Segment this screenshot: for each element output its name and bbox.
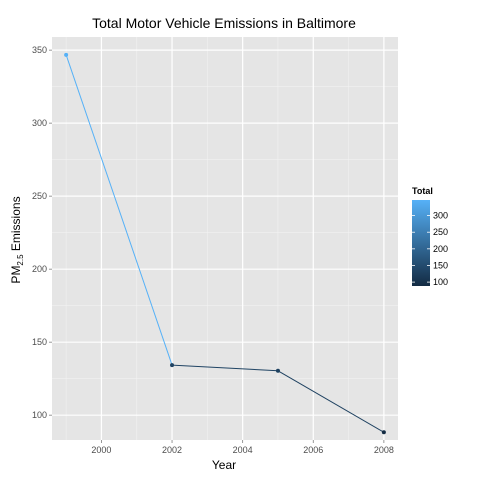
y-tick-label: 350 xyxy=(32,45,47,55)
y-tick-label: 300 xyxy=(32,118,47,128)
legend-tick-label: 100 xyxy=(433,277,448,287)
data-point xyxy=(275,368,280,373)
legend-tick-label: 200 xyxy=(433,244,448,254)
data-point xyxy=(381,430,386,435)
color-legend: Total 100 150 200 250 300 xyxy=(412,186,448,287)
y-tick-label: 100 xyxy=(32,410,47,420)
y-axis-title-subscript: 2.5 xyxy=(16,254,25,266)
y-axis-ticks: 100 150 200 250 300 350 xyxy=(32,45,52,420)
series-line xyxy=(65,54,385,433)
plot-panel xyxy=(52,37,398,440)
line-segment xyxy=(65,54,173,366)
x-tick-label: 2000 xyxy=(91,445,111,455)
chart-title: Total Motor Vehicle Emissions in Baltimo… xyxy=(92,15,356,31)
line-segment xyxy=(172,364,278,372)
x-axis-title: Year xyxy=(212,458,236,472)
y-axis-title-suffix: Emissions xyxy=(9,196,23,254)
minor-gridlines xyxy=(52,37,398,440)
x-tick-label: 2002 xyxy=(162,445,182,455)
y-axis-title-main: PM xyxy=(9,266,23,284)
legend-tick-label: 300 xyxy=(433,211,448,221)
legend-tick-label: 150 xyxy=(433,260,448,270)
data-points xyxy=(64,52,386,435)
colorbar xyxy=(412,200,430,286)
data-point xyxy=(64,52,69,57)
y-tick-label: 150 xyxy=(32,337,47,347)
y-axis-title: PM2.5 Emissions xyxy=(9,196,25,283)
legend-tick-label: 250 xyxy=(433,227,448,237)
x-tick-label: 2004 xyxy=(233,445,253,455)
x-axis-ticks: 2000 2002 2004 2006 2008 xyxy=(91,440,394,455)
x-tick-label: 2008 xyxy=(374,445,394,455)
legend-title: Total xyxy=(412,186,433,196)
data-point xyxy=(170,363,175,368)
line-segment xyxy=(277,370,385,433)
legend-ticks: 100 150 200 250 300 xyxy=(412,211,448,287)
y-tick-label: 200 xyxy=(32,264,47,274)
y-tick-label: 250 xyxy=(32,191,47,201)
x-tick-label: 2006 xyxy=(303,445,323,455)
major-gridlines xyxy=(52,37,398,440)
